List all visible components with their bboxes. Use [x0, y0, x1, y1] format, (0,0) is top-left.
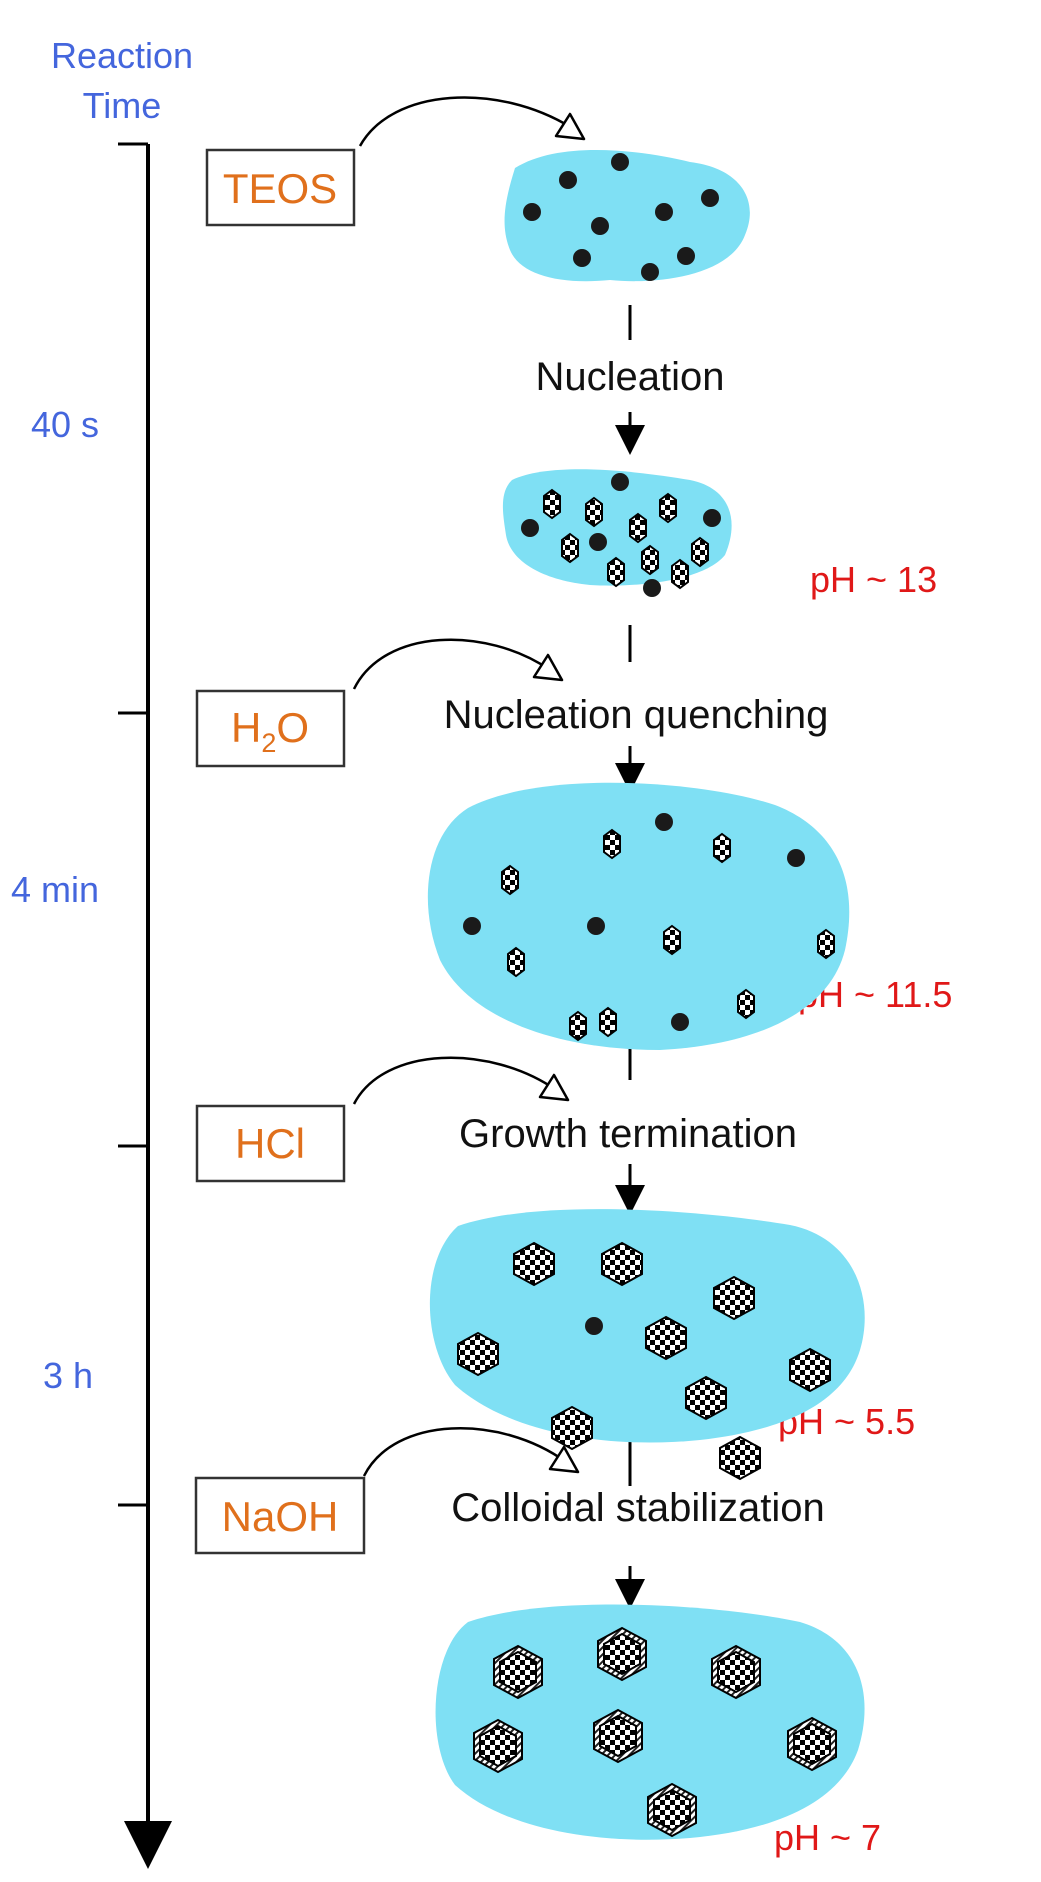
reagent-water: H2O — [195, 689, 346, 768]
arrowhead-icon — [532, 653, 564, 682]
reagent-teos: TEOS — [205, 148, 356, 227]
reagent-box — [195, 689, 346, 768]
silica-particle — [645, 1315, 687, 1361]
addition-arrow-teos — [358, 96, 573, 147]
silica-particle — [601, 1241, 643, 1287]
solution-blob — [504, 149, 750, 282]
silica-particle-core — [653, 1788, 691, 1832]
time-axis: Reaction Time 40 s 4 min 3 h — [11, 35, 193, 1869]
silica-particle — [789, 1347, 831, 1393]
silica-nucleus — [629, 512, 647, 544]
silica-nucleus — [659, 492, 677, 524]
solution-blob — [429, 1209, 865, 1443]
precursor-dot — [611, 473, 629, 491]
silica-nucleus — [501, 864, 519, 896]
stage-stabilized — [435, 1604, 865, 1840]
silica-particle — [457, 1331, 499, 1377]
silica-nucleus — [713, 832, 731, 864]
reagent-naoh: NaOH — [194, 1476, 366, 1555]
precursor-dot — [671, 1013, 689, 1031]
reagent-hcl: HCl — [195, 1104, 346, 1183]
silica-particle-core — [479, 1724, 517, 1768]
ph-label: pH ~ 13 — [810, 559, 937, 600]
interval-label-3h: 3 h — [43, 1355, 93, 1396]
addition-arrow-hcl — [352, 1056, 557, 1105]
silica-nucleus — [569, 1010, 587, 1042]
silica-nucleus — [817, 928, 835, 960]
silica-nucleus — [561, 532, 579, 564]
arrowhead-icon — [548, 1445, 580, 1474]
precursor-dot — [585, 1317, 603, 1335]
reagent-box — [195, 1104, 346, 1183]
silica-particle-core — [603, 1632, 641, 1676]
arrowhead-icon — [538, 1073, 570, 1102]
ph-label: pH ~ 7 — [774, 1817, 881, 1858]
silica-particle — [713, 1275, 755, 1321]
precursor-dot — [589, 533, 607, 551]
step-label-stabilization: Colloidal stabilization — [451, 1486, 825, 1530]
precursor-dot — [655, 813, 673, 831]
precursor-dot — [677, 247, 695, 265]
silica-particle — [513, 1241, 555, 1287]
precursor-dot — [641, 263, 659, 281]
precursor-dot — [559, 171, 577, 189]
stage-grown — [429, 1209, 865, 1481]
silica-nucleus — [671, 558, 689, 590]
precursor-dot — [463, 917, 481, 935]
precursor-dot — [643, 579, 661, 597]
silica-particle — [719, 1435, 761, 1481]
step-label-termination: Growth termination — [459, 1112, 797, 1156]
silica-nucleus — [607, 556, 625, 588]
step-label-nucleation: Nucleation — [535, 355, 724, 399]
reagent-label: TEOS — [223, 165, 337, 212]
reagent-box — [194, 1476, 366, 1555]
silica-nucleus — [543, 488, 561, 520]
precursor-dot — [591, 217, 609, 235]
silica-nucleus — [507, 946, 525, 978]
arrowhead-icon — [554, 112, 586, 141]
precursor-dot — [703, 509, 721, 527]
reagent-label: HCl — [235, 1120, 305, 1167]
stage-nucleation — [502, 469, 732, 597]
precursor-dot — [701, 189, 719, 207]
silica-particle — [551, 1405, 593, 1451]
silica-nucleus — [737, 988, 755, 1020]
precursor-dot — [587, 917, 605, 935]
solution-blob — [427, 782, 850, 1050]
silica-nucleus — [603, 828, 621, 860]
stage-quenched — [427, 782, 850, 1050]
silica-nucleus — [691, 536, 709, 568]
precursor-dot — [523, 203, 541, 221]
axis-title-line2: Time — [83, 85, 162, 126]
reagent-box — [205, 148, 356, 227]
silica-nucleus — [663, 924, 681, 956]
interval-label-40s: 40 s — [31, 404, 99, 445]
silica-particle-core — [793, 1722, 831, 1766]
addition-arrow-naoh — [362, 1427, 567, 1477]
silica-particle-core — [599, 1714, 637, 1758]
precursor-dot — [611, 153, 629, 171]
precursor-dot — [521, 519, 539, 537]
silica-particle — [685, 1375, 727, 1421]
silica-particle-core — [717, 1650, 755, 1694]
interval-label-4min: 4 min — [11, 869, 99, 910]
step-label-quenching: Nucleation quenching — [444, 693, 829, 737]
precursor-dot — [573, 249, 591, 267]
addition-arrow-water — [352, 638, 551, 690]
silica-nucleus — [585, 496, 603, 528]
silica-nucleus — [599, 1006, 617, 1038]
silica-nucleus — [641, 544, 659, 576]
reagent-label: NaOH — [222, 1493, 339, 1540]
precursor-dot — [787, 849, 805, 867]
reagent-label: H2O — [231, 704, 309, 758]
precursor-dot — [655, 203, 673, 221]
silica-particle-core — [499, 1650, 537, 1694]
stage-teos-droplet — [504, 149, 750, 282]
axis-title-line1: Reaction — [51, 35, 193, 76]
